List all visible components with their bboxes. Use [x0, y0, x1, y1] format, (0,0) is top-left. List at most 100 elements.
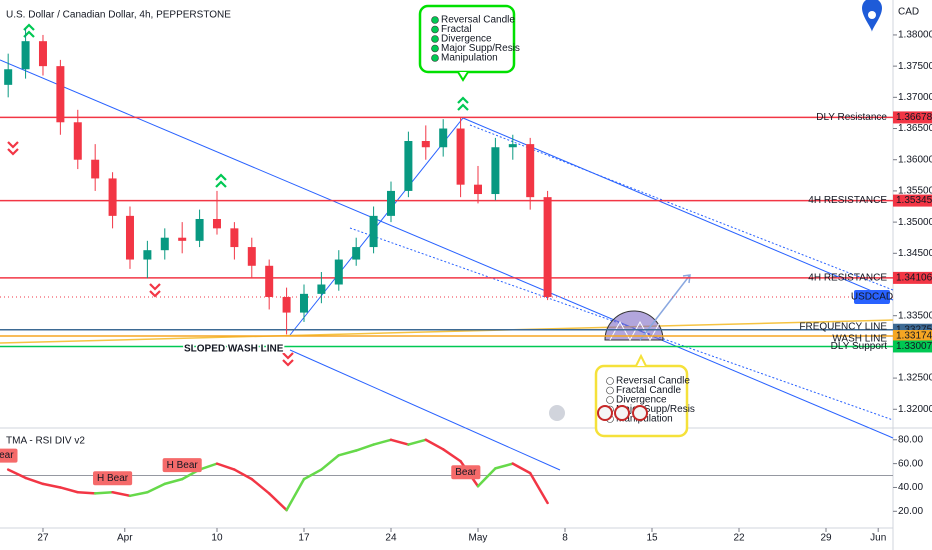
signal-label: Bear	[455, 467, 477, 478]
bullet	[606, 386, 614, 395]
rsi-segment	[233, 468, 254, 481]
x-tick-label: May	[469, 533, 488, 544]
level-tag	[893, 194, 932, 207]
rsi-segment	[320, 454, 341, 471]
flag-icon	[597, 405, 613, 421]
candle-body	[195, 218, 204, 241]
x-tick-label: 17	[298, 533, 310, 544]
candle-body	[108, 178, 117, 216]
rsi-segment	[93, 490, 114, 495]
candle-body	[317, 284, 326, 294]
candle-body	[230, 228, 239, 248]
callout-tip	[635, 353, 647, 367]
candle-body	[386, 190, 395, 216]
chart-title: U.S. Dollar / Canadian Dollar, 4h, PEPPE…	[6, 10, 231, 21]
rsi-segment	[267, 492, 288, 512]
rsi-segment	[372, 438, 393, 446]
checklist-item: Divergence	[616, 395, 667, 406]
level-tag	[893, 340, 932, 353]
y-tick-label: 1.35500	[898, 186, 932, 197]
candle-body	[439, 128, 448, 148]
candle-body	[369, 215, 378, 248]
level-label: DLY Resistance	[816, 112, 887, 123]
bullet	[606, 396, 614, 404]
checklist-item: Major Supp/Resis	[441, 43, 520, 54]
candle-body	[299, 293, 308, 313]
level-price: 1.33275	[896, 324, 932, 335]
rsi-segment	[198, 462, 219, 471]
candle-body	[526, 144, 535, 198]
level-label: FREQUENCY LINE	[799, 321, 887, 332]
y-tick-label: 20.00	[898, 506, 923, 517]
level-price: 1.33007	[896, 341, 932, 352]
x-tick-label: 27	[37, 533, 49, 544]
y-tick-label: 40.00	[898, 482, 923, 493]
level-price: 1.36678	[896, 112, 932, 123]
rsi-segment	[424, 438, 445, 451]
candle-body	[38, 41, 47, 67]
candle-body	[491, 147, 500, 195]
candle-body	[91, 159, 100, 179]
rsi-segment	[407, 438, 428, 446]
zigzag	[609, 320, 661, 342]
rsi-segment	[389, 438, 410, 446]
x-tick-label: 24	[385, 533, 397, 544]
candle-body	[543, 197, 552, 297]
rsi-segment	[146, 482, 167, 494]
rsi-segment	[302, 468, 323, 481]
candle-body	[125, 215, 134, 260]
rsi-segment	[354, 443, 375, 452]
flag-icon	[614, 405, 630, 421]
level-label: WASH LINE	[832, 334, 887, 345]
signal-tag	[162, 458, 202, 473]
rsi-segment	[76, 490, 97, 495]
signal-label: H Bear	[97, 473, 129, 484]
signal-tag	[93, 471, 133, 486]
x-tick-label: 8	[562, 533, 568, 544]
symbol-tag	[854, 289, 890, 304]
candle-body	[21, 41, 30, 70]
candle-body	[73, 122, 82, 160]
zone-shape	[604, 310, 664, 341]
level-tag	[893, 111, 932, 124]
x-tick-label: Jun	[870, 533, 886, 544]
bullet	[431, 25, 439, 34]
checklist-item: Manipulation	[441, 53, 498, 64]
candle-body	[4, 69, 13, 85]
rsi-segment	[250, 477, 271, 495]
x-tick-label: 29	[820, 533, 832, 544]
rsi-segment	[285, 477, 306, 512]
y-tick-label: 1.36000	[898, 154, 932, 165]
chevrons	[7, 23, 469, 367]
axis-unit: CAD	[898, 7, 919, 18]
candle-body	[508, 144, 517, 148]
rsi-segment	[41, 482, 62, 489]
x-tick-label: Apr	[117, 533, 133, 544]
candle-body	[404, 141, 413, 191]
candle-body	[212, 218, 221, 229]
candle-body	[352, 247, 361, 260]
candle-body	[421, 141, 430, 148]
rsi-segment	[337, 449, 358, 457]
checklist-item: Reversal Candle	[441, 15, 515, 26]
location-icon	[868, 11, 876, 19]
rsi-segment	[6, 468, 27, 480]
candle-body	[178, 237, 187, 241]
bullet	[431, 16, 439, 24]
y-tick-label: 1.35000	[898, 217, 932, 228]
bullet	[431, 54, 439, 62]
rsi-segment	[24, 476, 45, 486]
level-price: 1.34106	[896, 273, 932, 284]
flag-icon	[632, 405, 648, 421]
bullet	[606, 377, 614, 385]
annotation: SLOPED WASH LINE	[184, 344, 284, 355]
candle-body	[473, 184, 482, 195]
checklist-item: Fractal	[441, 24, 472, 35]
indicator-title: TMA - RSI DIV v2	[6, 436, 85, 447]
level-tag	[893, 330, 932, 343]
y-tick-label: 60.00	[898, 458, 923, 469]
data-layer: 1.32000 1.32500 1.33500 1.34500 1.35000 1.355…	[0, 15, 932, 544]
callout-tip	[457, 71, 469, 82]
